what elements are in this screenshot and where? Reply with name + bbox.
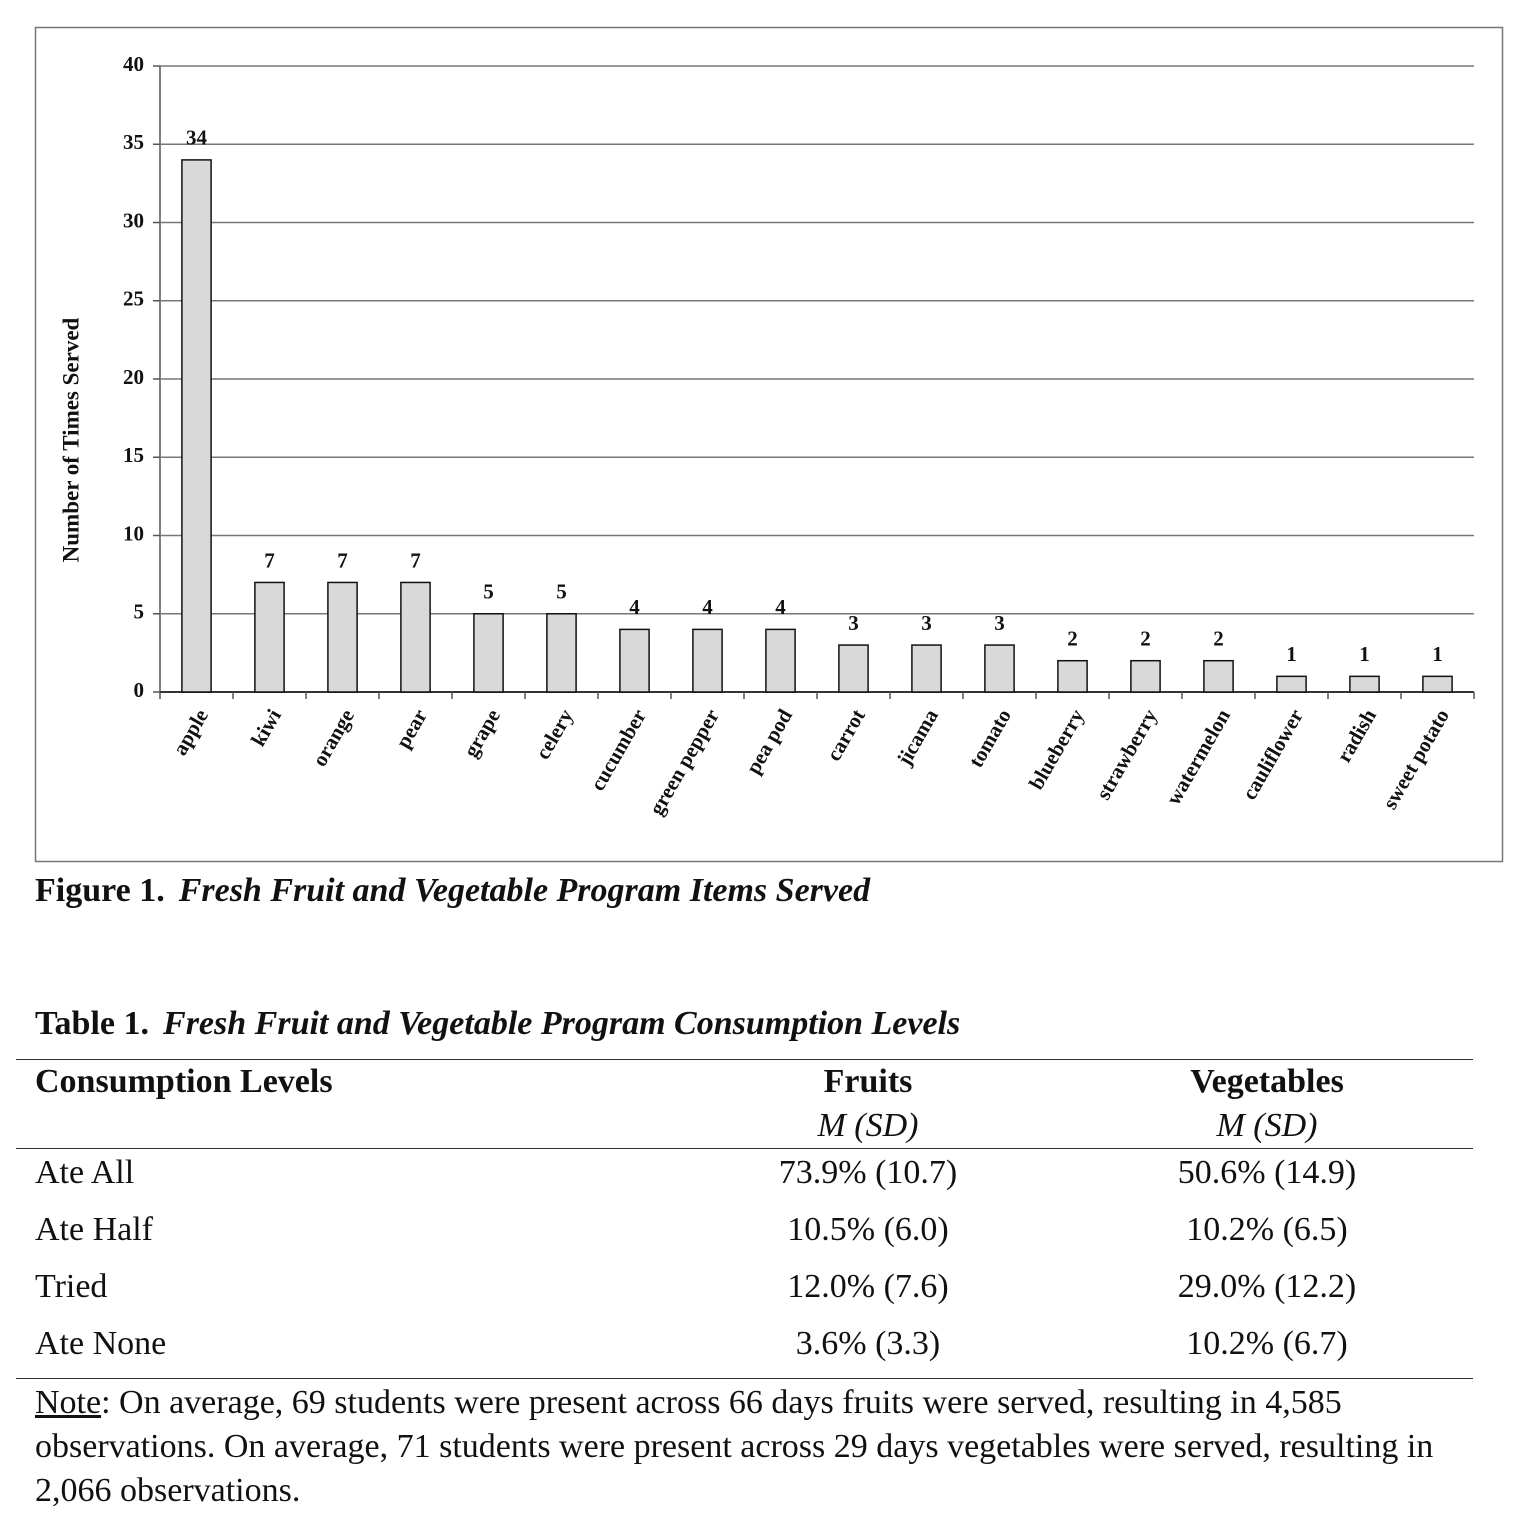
y-tick-label: 40 xyxy=(123,52,144,76)
bar xyxy=(838,644,869,693)
data-label: 1 xyxy=(1359,642,1370,666)
table-note: Note: On average, 69 students were prese… xyxy=(35,1381,1497,1513)
bar xyxy=(765,628,796,693)
table-cell: Tried xyxy=(35,1268,108,1305)
chart: Number of Times Served 0510152025303540a… xyxy=(34,26,1504,863)
table-cell: 29.0% (12.2) xyxy=(1177,1268,1357,1305)
data-label: 7 xyxy=(337,548,348,572)
note-text: : On average, 69 students were present a… xyxy=(35,1384,1434,1509)
table-cell: Ate All xyxy=(35,1154,135,1191)
subheader-cell: M (SD) xyxy=(817,1107,919,1144)
x-tick-label: pear xyxy=(391,705,432,752)
bar xyxy=(327,581,358,693)
y-axis-title: Number of Times Served xyxy=(58,317,83,562)
data-label: 4 xyxy=(775,595,786,619)
caption-label: Table 1. xyxy=(35,1005,150,1042)
bar xyxy=(1422,675,1453,693)
note-label: Note xyxy=(35,1384,102,1421)
x-tick-label: orange xyxy=(307,705,359,771)
data-label: 3 xyxy=(994,611,1005,635)
bar xyxy=(1057,659,1088,693)
table-caption: Table 1. Fresh Fruit and Vegetable Progra… xyxy=(35,1005,960,1043)
data-label: 3 xyxy=(848,611,859,635)
bar xyxy=(911,644,942,693)
header-cell: Vegetables xyxy=(1190,1063,1344,1100)
chart-frame xyxy=(34,26,1504,863)
bar xyxy=(1203,659,1234,693)
bar xyxy=(619,628,650,693)
y-tick-label: 0 xyxy=(134,678,145,702)
data-label: 7 xyxy=(410,548,421,572)
data-label: 7 xyxy=(264,548,275,572)
x-tick-label: grape xyxy=(459,705,505,761)
bar xyxy=(473,613,504,693)
caption-title: Fresh Fruit and Vegetable Program Items … xyxy=(178,872,871,909)
header-cell: Consumption Levels xyxy=(35,1063,333,1100)
bar xyxy=(1349,675,1380,693)
data-label: 2 xyxy=(1140,627,1151,651)
y-tick-label: 35 xyxy=(123,130,144,154)
data-label: 4 xyxy=(702,595,713,619)
x-tick-label: cucumber xyxy=(585,705,651,795)
table-rule xyxy=(16,1059,1473,1060)
subheader-cell: M (SD) xyxy=(1216,1107,1318,1144)
caption-title: Fresh Fruit and Vegetable Program Consum… xyxy=(163,1005,961,1042)
x-tick-label: sweet potato xyxy=(1378,705,1454,813)
table-cell: Ate Half xyxy=(35,1211,154,1248)
table-cell: 12.0% (7.6) xyxy=(787,1268,949,1305)
x-tick-label: pea pod xyxy=(741,705,797,778)
header-cell: Fruits xyxy=(823,1063,913,1100)
y-tick-label: 30 xyxy=(123,208,144,232)
table-cell: Ate None xyxy=(35,1325,167,1362)
x-tick-label: tomato xyxy=(964,705,1016,772)
table-rule xyxy=(16,1378,1473,1379)
y-tick-label: 5 xyxy=(134,600,145,624)
data-label: 2 xyxy=(1067,627,1078,651)
y-tick-label: 15 xyxy=(123,443,144,467)
data-label: 3 xyxy=(921,611,932,635)
y-tick-label: 20 xyxy=(123,365,144,389)
table-cell: 10.5% (6.0) xyxy=(787,1211,949,1248)
table-cell: 3.6% (3.3) xyxy=(795,1325,941,1362)
figure-caption: Figure 1. Fresh Fruit and Vegetable Progr… xyxy=(35,872,870,910)
data-label: 4 xyxy=(629,595,640,619)
bar xyxy=(1130,659,1161,693)
y-tick-label: 25 xyxy=(123,287,144,311)
table-cell: 73.9% (10.7) xyxy=(778,1154,958,1191)
x-tick-label: carrot xyxy=(821,705,870,765)
bar xyxy=(692,628,723,693)
x-tick-label: strawberry xyxy=(1091,704,1162,803)
bar xyxy=(181,159,212,693)
data-label: 1 xyxy=(1432,642,1443,666)
table-cell: 10.2% (6.5) xyxy=(1186,1211,1348,1248)
data-label: 2 xyxy=(1213,627,1224,651)
data-label: 5 xyxy=(556,580,567,604)
table-cell: 50.6% (14.9) xyxy=(1177,1154,1357,1191)
caption-label: Figure 1. xyxy=(35,872,165,909)
data-label: 5 xyxy=(483,580,494,604)
data-label: 34 xyxy=(186,126,208,150)
x-tick-label: watermelon xyxy=(1161,705,1235,809)
bar xyxy=(400,581,431,693)
table-cell: 10.2% (6.7) xyxy=(1186,1325,1348,1362)
y-tick-label: 10 xyxy=(123,521,144,545)
x-tick-label: celery xyxy=(530,704,578,763)
bar xyxy=(984,644,1015,693)
x-tick-label: kiwi xyxy=(246,705,286,750)
x-tick-label: jicama xyxy=(891,704,943,770)
x-tick-label: blueberry xyxy=(1024,704,1089,793)
data-label: 1 xyxy=(1286,642,1297,666)
bar xyxy=(1276,675,1307,693)
bar xyxy=(254,581,285,693)
x-tick-label: green pepper xyxy=(644,705,724,819)
x-tick-label: cauliflower xyxy=(1237,705,1308,804)
x-tick-label: radish xyxy=(1332,705,1382,767)
x-tick-label: apple xyxy=(168,705,213,759)
bar xyxy=(546,613,577,693)
table-rule xyxy=(16,1148,1473,1149)
